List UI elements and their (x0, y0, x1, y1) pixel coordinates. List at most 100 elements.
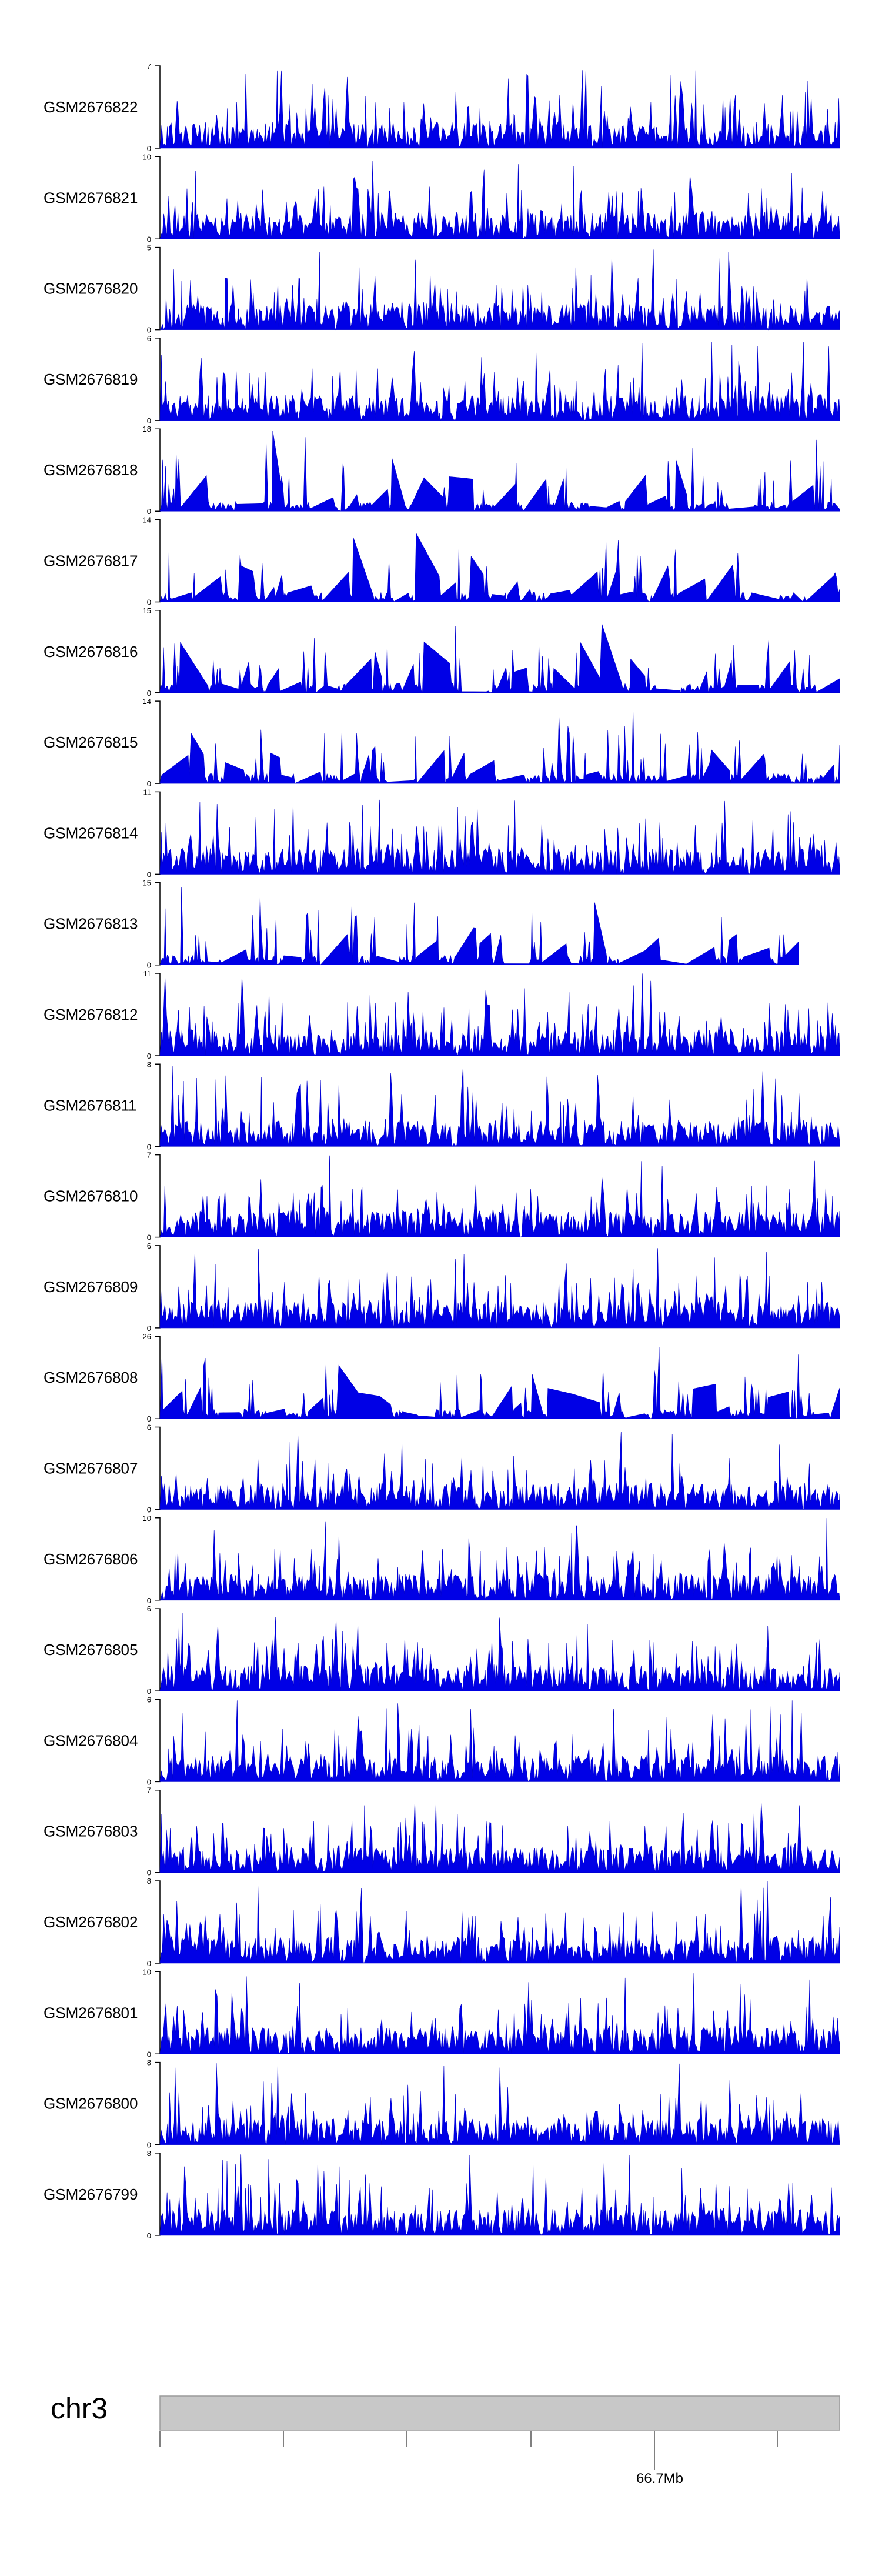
chromosome-label: chr3 (51, 2392, 108, 2425)
track-label: GSM2676810 (44, 1187, 138, 1205)
y-min-label: 0 (147, 1777, 151, 1786)
coverage-area (159, 532, 840, 603)
y-max-label: 7 (147, 1151, 151, 1160)
chromosome-ticks (159, 2431, 778, 2470)
y-min-label: 0 (147, 326, 151, 335)
track-GSM2676815: GSM2676815 14 0 (44, 697, 840, 788)
y-axis (155, 882, 161, 966)
track-label: GSM2676816 (44, 643, 138, 660)
track-label: GSM2676819 (44, 371, 138, 388)
y-max-label: 5 (147, 243, 151, 252)
coverage-area (159, 1248, 840, 1329)
track-label: GSM2676806 (44, 1550, 138, 1568)
track-label: GSM2676809 (44, 1278, 138, 1296)
track-GSM2676816: GSM2676816 15 0 (44, 606, 840, 698)
coverage-area (159, 342, 840, 421)
y-min-label: 0 (147, 870, 151, 879)
coverage-area (159, 70, 840, 149)
track-label: GSM2676812 (44, 1006, 138, 1023)
coverage-area (159, 1155, 840, 1238)
y-max-label: 6 (147, 1695, 151, 1704)
y-axis (155, 1880, 161, 1964)
y-max-label: 6 (147, 334, 151, 343)
track-GSM2676805: GSM2676805 6 0 (44, 1604, 840, 1696)
y-max-label: 8 (147, 2149, 151, 2158)
y-axis (155, 2153, 161, 2236)
y-axis (155, 2061, 161, 2145)
track-GSM2676821: GSM2676821 10 0 (44, 152, 840, 243)
track-GSM2676801: GSM2676801 10 0 (44, 1967, 840, 2058)
y-axis (155, 156, 161, 240)
track-label: GSM2676811 (44, 1096, 137, 1114)
track-GSM2676799: GSM2676799 8 0 (44, 2149, 840, 2240)
y-min-label: 0 (147, 2231, 151, 2240)
y-max-label: 7 (147, 1786, 151, 1795)
track-GSM2676811: GSM2676811 8 0 (44, 1060, 840, 1151)
track-GSM2676818: GSM2676818 18 0 (44, 425, 840, 516)
y-max-label: 15 (143, 879, 151, 887)
y-axis (155, 610, 161, 693)
coverage-area (159, 1518, 840, 1601)
y-min-label: 0 (147, 1959, 151, 1968)
y-axis (155, 1063, 161, 1147)
coverage-area (159, 249, 840, 331)
track-GSM2676809: GSM2676809 6 0 (44, 1242, 840, 1333)
y-max-label: 8 (147, 1877, 151, 1886)
y-min-label: 0 (147, 1868, 151, 1877)
track-GSM2676812: GSM2676812 11 0 (44, 969, 840, 1060)
track-label: GSM2676822 (44, 98, 138, 116)
y-axis (155, 1245, 161, 1329)
y-max-label: 8 (147, 2058, 151, 2067)
coverage-area (159, 1431, 840, 1510)
y-axis (155, 1517, 161, 1601)
track-GSM2676817: GSM2676817 14 0 (44, 516, 840, 607)
y-max-label: 14 (143, 516, 151, 525)
track-label: GSM2676807 (44, 1460, 138, 1477)
coverage-area (159, 1347, 840, 1419)
y-max-label: 6 (147, 1242, 151, 1250)
coverage-tracks: GSM267682270GSM2676821100GSM267682050GSM… (44, 62, 840, 2240)
y-axis (155, 1789, 161, 1873)
track-label: GSM2676804 (44, 1731, 138, 1749)
chromosome-ideogram: chr3 66.7Mb (51, 2392, 840, 2487)
track-GSM2676813: GSM2676813 15 0 (44, 879, 799, 970)
coverage-area (159, 887, 799, 966)
y-max-label: 10 (143, 1514, 151, 1523)
y-min-label: 0 (147, 2141, 151, 2150)
track-label: GSM2676803 (44, 1823, 138, 1840)
track-label: GSM2676808 (44, 1369, 138, 1386)
y-axis (155, 1426, 161, 1510)
y-min-label: 0 (147, 1142, 151, 1151)
track-GSM2676807: GSM2676807 6 0 (44, 1423, 840, 1514)
y-axis (155, 1971, 161, 2055)
y-min-label: 0 (147, 144, 151, 153)
coverage-area (159, 1066, 840, 1147)
track-label: GSM2676820 (44, 280, 138, 298)
coverage-area (159, 430, 840, 512)
coverage-area (159, 799, 840, 875)
y-min-label: 0 (147, 1687, 151, 1696)
y-axis (155, 973, 161, 1056)
coverage-area (159, 1613, 840, 1691)
y-min-label: 0 (147, 689, 151, 698)
y-axis (155, 428, 161, 512)
track-GSM2676822: GSM2676822 7 0 (44, 62, 840, 153)
y-axis (155, 1336, 161, 1419)
track-label: GSM2676818 (44, 461, 138, 479)
chromosome-bar (159, 2395, 840, 2431)
y-max-label: 10 (143, 152, 151, 161)
y-min-label: 0 (147, 1233, 151, 1242)
coverage-area (159, 161, 840, 240)
track-label: GSM2676817 (44, 552, 138, 570)
y-max-label: 11 (143, 969, 152, 978)
track-label: GSM2676814 (44, 824, 138, 842)
track-label: GSM2676821 (44, 189, 138, 206)
track-label: GSM2676815 (44, 733, 138, 751)
coverage-area (159, 1881, 840, 1964)
coverage-area (159, 623, 840, 693)
y-max-label: 10 (143, 1967, 151, 1976)
y-max-label: 15 (143, 606, 151, 615)
coverage-area (159, 1973, 840, 2054)
y-min-label: 0 (147, 1414, 151, 1423)
y-axis (155, 246, 161, 331)
